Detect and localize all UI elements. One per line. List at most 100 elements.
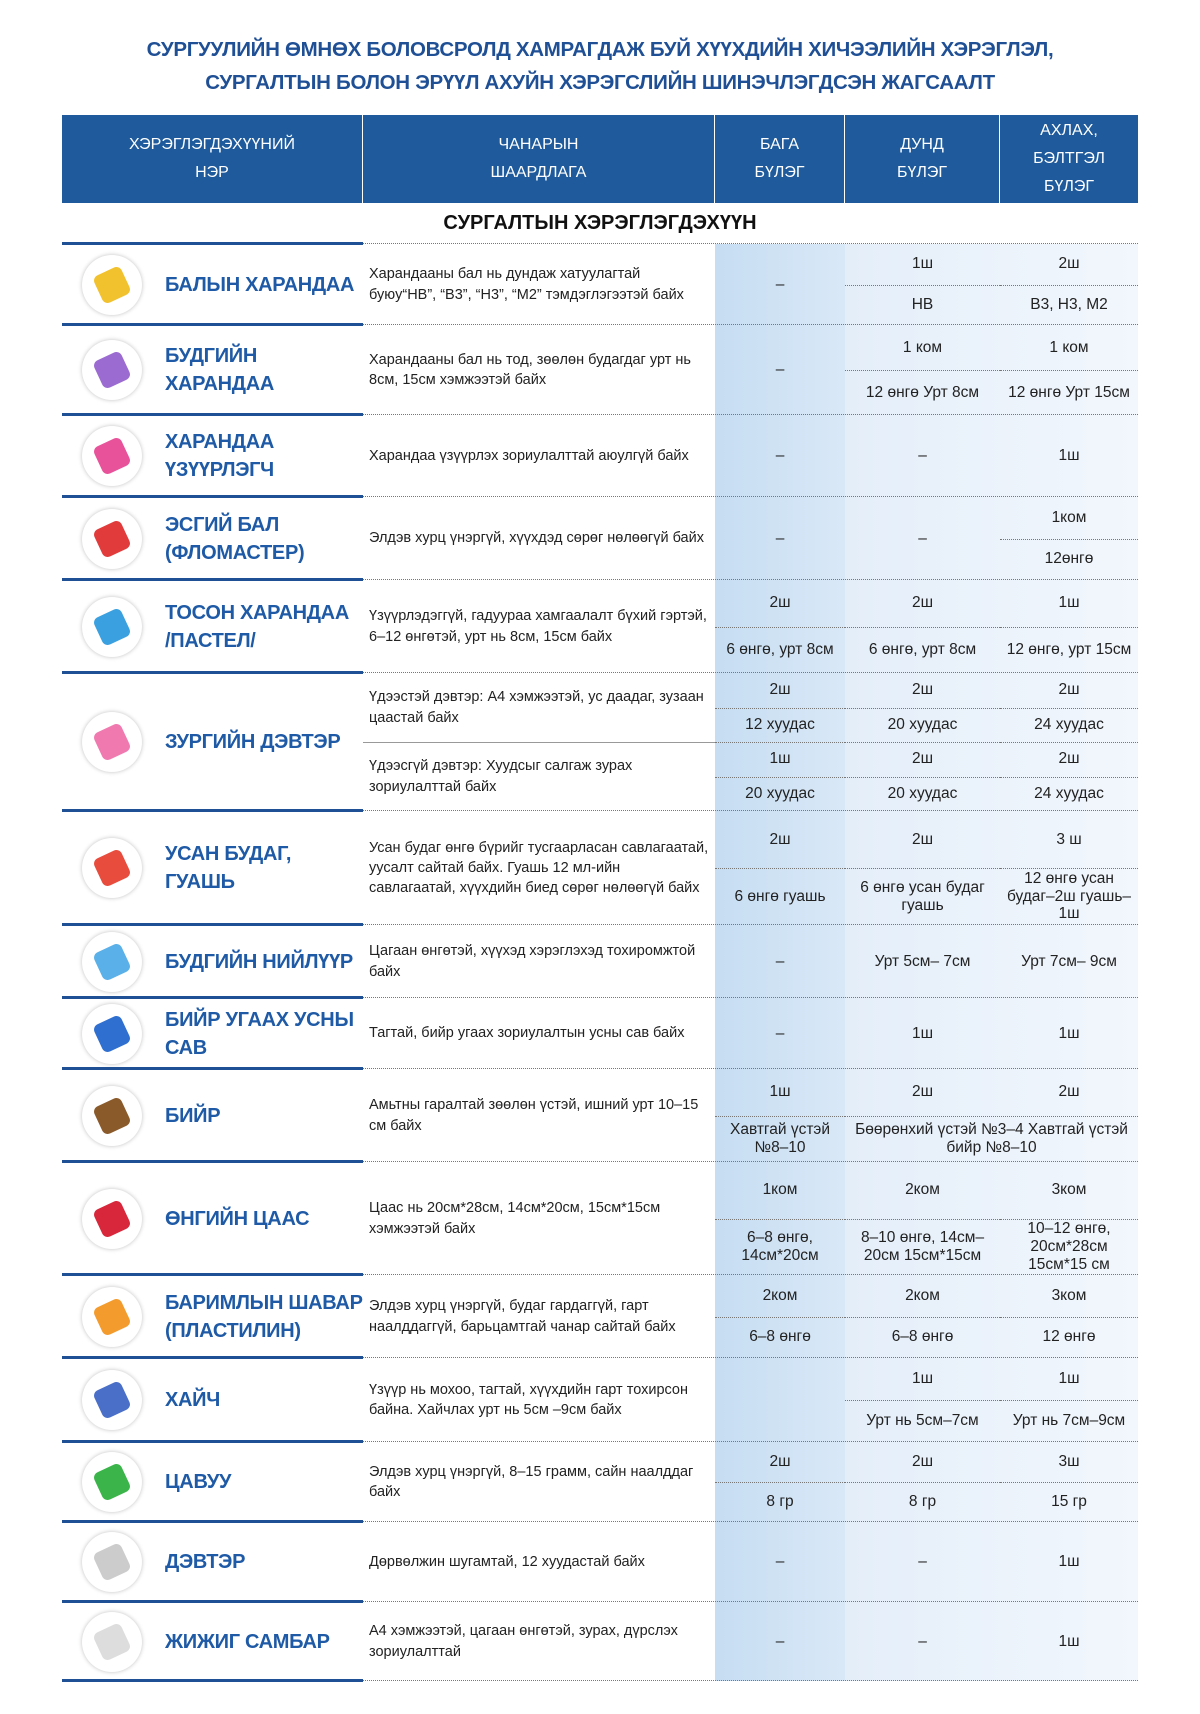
sub-rule [1000, 370, 1138, 371]
value-cell: 12 өнгө усан будаг–2ш гуашь–1ш [1006, 869, 1132, 923]
row-rule [363, 1068, 1138, 1069]
row-rule [62, 1160, 363, 1163]
value-cell: 12 өнгө [1042, 1328, 1096, 1346]
header-text: ШААРДЛАГА [490, 164, 587, 181]
header-cell: БАГА БҮЛЭГ [715, 115, 845, 203]
value-cell: 2ком [905, 1181, 940, 1199]
sub-rule [715, 1115, 845, 1117]
value-cell: 8 гр [766, 1493, 794, 1511]
item-name-line: ҮЗҮҮРЛЭГЧ [165, 459, 274, 481]
header-text: ХЭРЭГЛЭГДЭХҮҮНИЙ [129, 136, 295, 153]
item-name: ТОСОН ХАРАНДАА/ПАСТЕЛ/ [165, 580, 363, 673]
item-name-line: БУДГИЙН НИЙЛҮҮР [165, 950, 353, 973]
item-name-line: (ПЛАСТИЛИН) [165, 1319, 301, 1342]
sub-rule [845, 1316, 1000, 1318]
requirement: Харандааны бал нь дундаж хатуулагтай бую… [369, 266, 684, 303]
value-cell: 1ш [1058, 1024, 1080, 1042]
row-rule [62, 809, 363, 812]
value-cell: 6 өнгө, урт 8см [726, 640, 834, 658]
item-name-line: ХАЙЧ [165, 1389, 221, 1411]
row-rule [363, 1357, 1138, 1358]
value-cell: 1ш [911, 1024, 934, 1042]
title-line: СУРГУУЛИЙН ӨМНӨХ БОЛОВСРОЛД ХАМРАГДАЖ БУ… [146, 38, 1054, 61]
item-name: БИЙР [165, 1069, 363, 1162]
sub-rule [845, 1482, 1000, 1483]
sub-rule [1000, 538, 1138, 540]
value-cell: 2ш [911, 1453, 934, 1471]
item-name-line: БИЙР [165, 1104, 221, 1127]
row-rule [363, 496, 1138, 497]
requirement: Үзүүрлэдэггүй, гадуураа хамгаалалт бүхий… [369, 608, 707, 645]
rule [363, 243, 1138, 244]
value-cell: 2ком [762, 1286, 798, 1304]
item-name-line: ЗУРГИЙН ДЭВТЭР [165, 731, 341, 753]
sub-rule [715, 1218, 845, 1220]
value-cell: – [918, 447, 927, 465]
sub-rule [715, 626, 845, 628]
value-cell: 1ком [1051, 508, 1087, 526]
sub-rule [845, 284, 1000, 286]
requirement: Элдэв хурц үнэргүй, будаг гардаггүй, гар… [369, 1298, 676, 1335]
sub-rule [1000, 742, 1138, 743]
value-cell: В3, Н3, М2 [1030, 295, 1108, 313]
sub-rule [1000, 868, 1138, 869]
value-cell: 1ш [769, 750, 791, 768]
item-name-line: БУДГИЙН [165, 345, 257, 367]
sub-rule [845, 1115, 1138, 1117]
row-rule [62, 1067, 363, 1070]
header-cell: АХЛАХ, БЭЛТГЭЛ БҮЛЭГ [1000, 115, 1138, 203]
row-rule [363, 1601, 1138, 1602]
sub-rule [845, 1400, 1000, 1401]
sub-rule [845, 776, 1000, 778]
value-cell: – [775, 361, 785, 379]
value-cell: 3 ш [1056, 830, 1082, 848]
value-cell: 1ком [762, 1181, 798, 1199]
value-cell: 8–10 өнгө, 14см–20см 15см*15см [860, 1228, 985, 1264]
value-cell: 1ш [1058, 1553, 1080, 1571]
requirement: Тагтай, бийр угаах зориулалтын усны сав … [369, 1025, 685, 1042]
value-cell: – [918, 1553, 927, 1571]
value-cell: 1ш [1058, 1370, 1080, 1388]
row-rule [62, 1600, 363, 1603]
requirement: Үдээстэй дэвтэр: А4 хэмжээтэй, ус даадаг… [369, 689, 704, 726]
value-cell: 2ш [911, 594, 934, 612]
item-name-line: ӨНГИЙН ЦААС [165, 1207, 310, 1230]
sub-rule [845, 370, 1000, 371]
value-cell: 12 өнгө Урт 15см [1008, 383, 1130, 401]
value-cell: 8 гр [908, 1493, 937, 1511]
header-text: БАГА [759, 136, 800, 153]
value-cell: 1 ком [1049, 338, 1089, 356]
requirement: Усан будаг өнгө бүрийг тусгаарласан савл… [369, 839, 709, 897]
row-rule [363, 997, 1138, 998]
value-cell: Урт нь 7см–9см [1012, 1412, 1126, 1430]
value-cell: Урт 7см– 9см [1021, 952, 1117, 970]
value-cell: Бөөрөнхий үстэй №3–4 Хавтгай үстэй бийр … [855, 1120, 1128, 1156]
row-rule [62, 578, 363, 581]
value-cell: Урт нь 5см–7см [866, 1412, 979, 1430]
value-cell: – [918, 529, 927, 547]
value-cell: 3ш [1058, 1453, 1080, 1471]
sub-rule [715, 776, 845, 778]
value-cell: 1ш [911, 255, 934, 273]
value-cell: 20 хуудас [745, 784, 815, 802]
item-name-line: ГУАШЬ [165, 871, 235, 893]
sub-rule [845, 868, 1000, 869]
item-name: ДЭВТЭР [165, 1522, 363, 1602]
sub-rule [1000, 626, 1138, 628]
item-name: ЦАВУУ [165, 1442, 363, 1522]
value-cell: – [775, 275, 785, 293]
row-rule [62, 1520, 363, 1523]
row-rule [363, 924, 1138, 925]
header-text: БҮЛЭГ [896, 164, 948, 181]
item-name-line: САВ [165, 1036, 207, 1059]
value-cell: 3ком [1051, 1286, 1087, 1304]
row-rule [62, 923, 363, 926]
row-rule [363, 1441, 1138, 1442]
requirement: Цаас нь 20см*28см, 14см*20см, 15см*15см … [369, 1200, 661, 1237]
item-name-line: ХАРАНДАА [165, 431, 274, 453]
item-name-line: БИЙР УГААХ УСНЫ [165, 1008, 354, 1031]
value-cell: 20 хуудас [887, 715, 958, 733]
value-cell: 6–8 өнгө [749, 1328, 811, 1346]
sub-rule [363, 742, 715, 743]
